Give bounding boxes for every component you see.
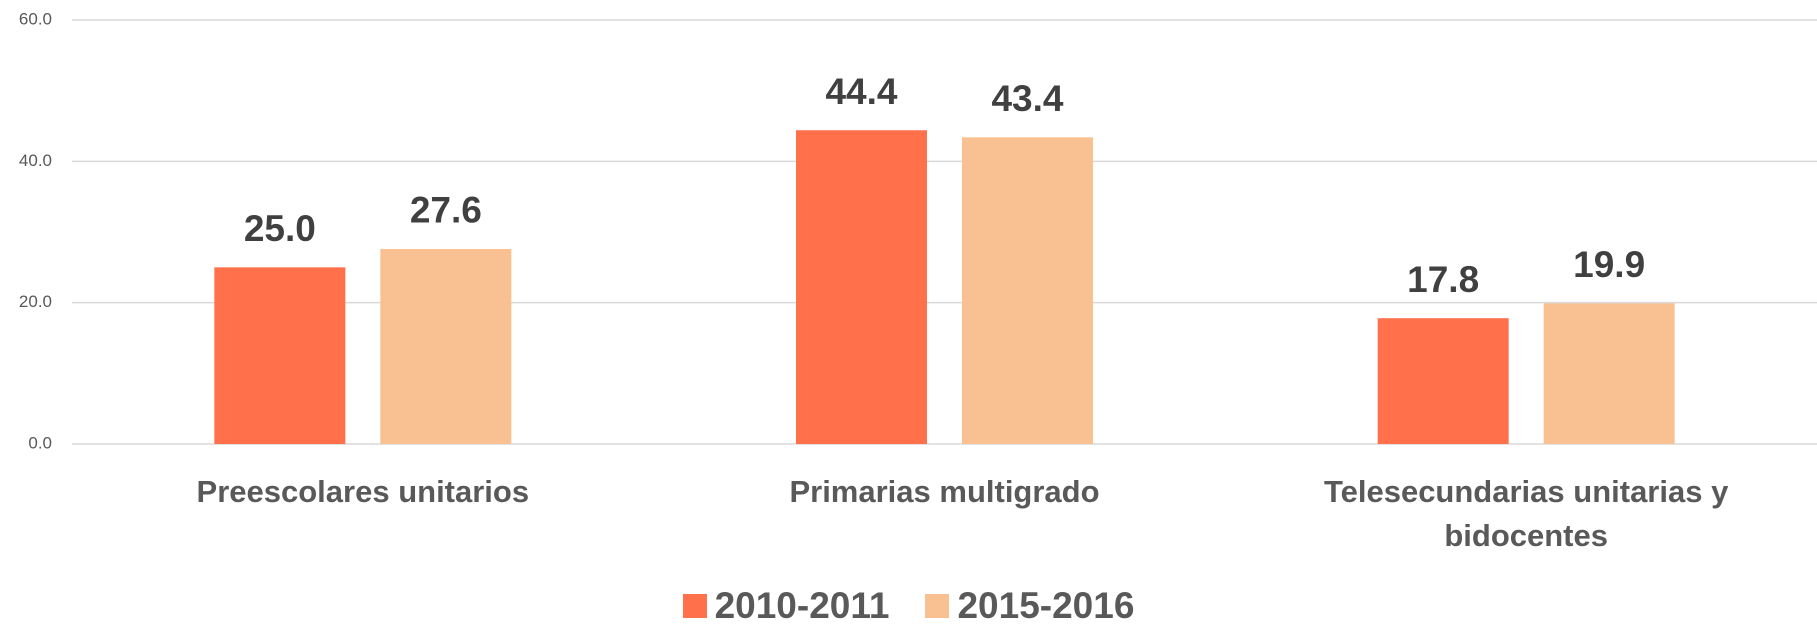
bar	[380, 248, 512, 444]
value-label: 44.4	[825, 71, 897, 112]
x-tick-label: Telesecundarias unitarias y bidocentes	[1323, 474, 1729, 553]
legend-item: 2010-2011	[682, 585, 890, 626]
value-label: 25.0	[244, 208, 316, 249]
legend-item: 2015-2016	[925, 585, 1134, 626]
legend: 2010-2011 2015-2016	[0, 584, 1817, 626]
x-tick-label: Primarias multigrado	[789, 474, 1100, 509]
y-tick-label: 40.0	[19, 151, 52, 170]
bar	[796, 130, 927, 445]
x-tick-label: Preescolares unitarios	[196, 474, 530, 509]
bar	[214, 267, 346, 444]
value-label: 19.9	[1573, 244, 1645, 285]
value-label: 17.8	[1407, 259, 1479, 300]
value-label: 43.4	[991, 78, 1063, 119]
legend-label: 2010-2011	[714, 585, 890, 626]
legend-swatch	[925, 594, 950, 618]
legend-swatch	[682, 594, 707, 618]
legend-label: 2015-2016	[957, 585, 1135, 626]
bar	[962, 137, 1093, 444]
y-tick-label: 20.0	[19, 292, 52, 311]
bar	[1377, 318, 1509, 444]
y-tick-label: 0.0	[28, 433, 52, 452]
value-label: 27.6	[410, 190, 482, 231]
bar	[1543, 303, 1675, 444]
y-tick-label: 60.0	[19, 9, 52, 28]
